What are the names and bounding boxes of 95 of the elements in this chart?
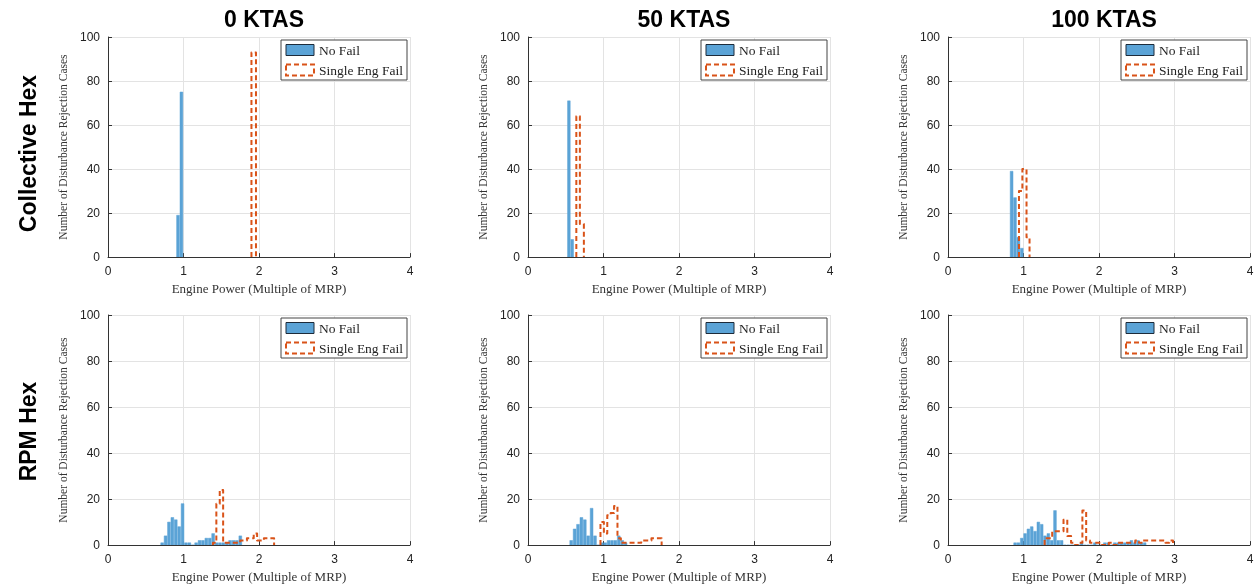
y-tick-label: 80 [506,74,521,89]
y-tick-label: 40 [86,446,101,461]
y-tick-label: 100 [919,30,941,44]
x-tick-label: 4 [406,552,414,567]
y-axis-title: Number of Disturbance Rejection Cases [57,336,71,523]
y-tick-label: 60 [86,118,101,133]
legend-label: Single Eng Fail [319,340,404,356]
x-tick-label: 1 [1020,552,1028,567]
x-tick-label: 2 [255,264,263,279]
y-tick-label: 40 [506,162,521,177]
legend-label: No Fail [1159,320,1201,336]
x-tick-label: 3 [331,552,339,567]
y-tick-label: 100 [919,308,941,322]
y-tick-label: 20 [926,206,941,221]
x-tick-label: 4 [826,264,834,279]
y-tick-label: 60 [926,118,941,133]
y-tick-label: 20 [506,492,521,507]
chart-title: 100 KTAS [1051,5,1157,32]
x-tick-label: 3 [331,264,339,279]
x-tick-label: 1 [600,552,608,567]
text: RPM Hex [15,381,41,482]
y-tick-label: 40 [926,446,941,461]
x-axis-title: Engine Power (Multiple of MRP) [171,281,347,296]
x-tick-label: 4 [1246,264,1254,279]
y-tick-label: 40 [86,162,101,177]
x-axis-title: Engine Power (Multiple of MRP) [591,569,767,584]
x-tick-label: 4 [826,552,834,567]
y-tick-label: 60 [86,400,101,415]
x-tick-label: 2 [675,552,683,567]
x-tick-label: 2 [255,552,263,567]
y-tick-label: 80 [926,354,941,369]
legend-label: Single Eng Fail [1159,340,1244,356]
y-tick-label: 40 [506,446,521,461]
x-axis-title: Engine Power (Multiple of MRP) [1011,281,1187,296]
y-tick-label: 0 [93,538,101,553]
y-tick-label: 60 [926,400,941,415]
y-tick-label: 100 [79,30,101,44]
y-tick-label: 20 [506,206,521,221]
y-tick-label: 40 [926,162,941,177]
legend-label: No Fail [739,42,781,58]
x-axis-title: Engine Power (Multiple of MRP) [591,281,767,296]
x-tick-label: 3 [1171,264,1179,279]
legend-label: No Fail [319,42,361,58]
y-axis-title: Number of Disturbance Rejection Cases [477,336,491,523]
x-axis-title: Engine Power (Multiple of MRP) [171,569,347,584]
x-tick-label: 2 [1095,264,1103,279]
y-tick-label: 60 [506,118,521,133]
x-tick-label: 4 [1246,552,1254,567]
y-tick-label: 20 [86,492,101,507]
y-tick-label: 20 [86,206,101,221]
x-tick-label: 1 [600,264,608,279]
x-tick-label: 0 [944,552,952,567]
y-tick-label: 100 [79,308,101,322]
legend-label: Single Eng Fail [739,340,824,356]
y-axis-title: Number of Disturbance Rejection Cases [57,53,71,240]
y-axis-title: Number of Disturbance Rejection Cases [897,53,911,240]
x-tick-label: 4 [406,264,414,279]
y-tick-label: 0 [513,250,521,265]
y-axis-title: Number of Disturbance Rejection Cases [897,336,911,523]
x-axis-title: Engine Power (Multiple of MRP) [1011,569,1187,584]
x-tick-label: 3 [751,552,759,567]
y-axis-title: Number of Disturbance Rejection Cases [477,53,491,240]
y-tick-label: 0 [93,250,101,265]
y-tick-label: 100 [499,308,521,322]
x-tick-label: 0 [524,264,532,279]
y-tick-label: 60 [506,400,521,415]
x-tick-label: 3 [751,264,759,279]
x-tick-label: 2 [675,264,683,279]
y-tick-label: 0 [513,538,521,553]
x-tick-label: 0 [524,552,532,567]
x-tick-label: 0 [104,552,112,567]
y-tick-label: 0 [933,538,941,553]
x-tick-label: 1 [1020,264,1028,279]
text: Collective Hex [15,74,41,233]
y-tick-label: 20 [926,492,941,507]
x-tick-label: 1 [180,552,188,567]
chart-title: 50 KTAS [637,5,731,32]
x-tick-label: 2 [1095,552,1103,567]
y-tick-label: 80 [506,354,521,369]
x-tick-label: 0 [104,264,112,279]
legend-label: Single Eng Fail [319,62,404,78]
legend-label: No Fail [319,320,361,336]
y-tick-label: 0 [933,250,941,265]
chart-title: 0 KTAS [223,5,305,32]
x-tick-label: 1 [180,264,188,279]
legend-label: No Fail [739,320,781,336]
y-tick-label: 80 [86,354,101,369]
legend-label: Single Eng Fail [1159,62,1244,78]
x-tick-label: 0 [944,264,952,279]
y-tick-label: 100 [499,30,521,44]
y-tick-label: 80 [86,74,101,89]
y-tick-label: 80 [926,74,941,89]
legend-label: Single Eng Fail [739,62,824,78]
x-tick-label: 3 [1171,552,1179,567]
legend-label: No Fail [1159,42,1201,58]
